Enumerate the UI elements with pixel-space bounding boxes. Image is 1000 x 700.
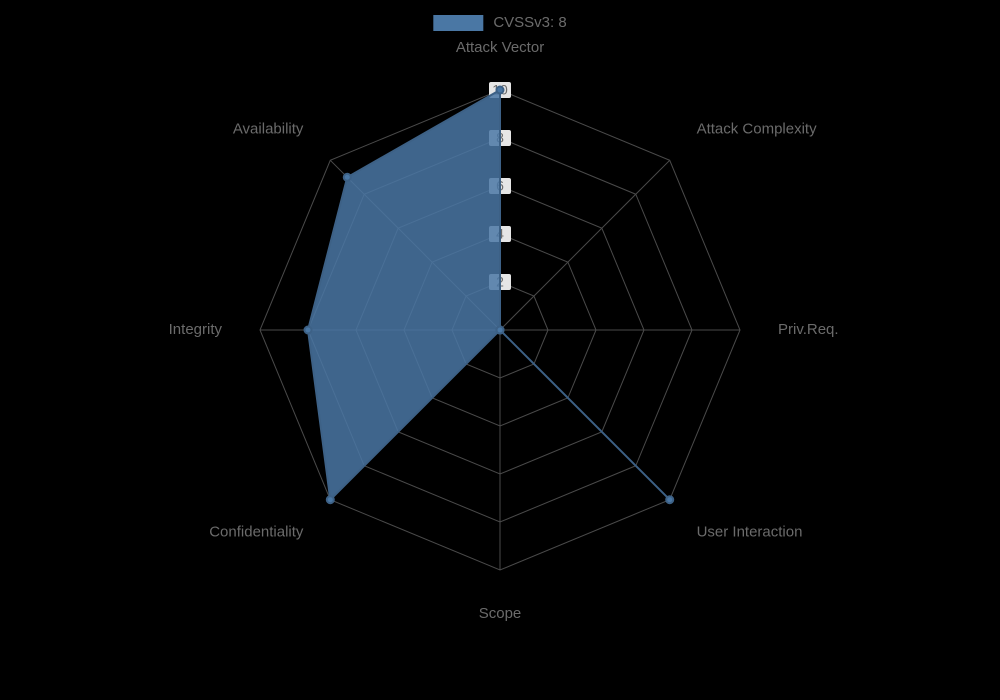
data-point	[497, 327, 504, 334]
axis-label: Priv.Req.	[778, 321, 839, 338]
data-point	[327, 496, 334, 503]
axis-label: User Interaction	[697, 524, 803, 541]
radar-chart-svg: 246810Attack VectorAttack ComplexityPriv…	[0, 0, 1000, 700]
data-point	[666, 496, 673, 503]
data-point	[344, 174, 351, 181]
grid-spoke	[500, 160, 670, 330]
axis-label: Scope	[479, 605, 522, 622]
data-point	[497, 87, 504, 94]
radar-chart-container: CVSSv3: 8 246810Attack VectorAttack Comp…	[0, 0, 1000, 700]
data-polygon	[308, 90, 670, 500]
axis-label: Attack Vector	[456, 39, 544, 56]
data-point	[305, 327, 312, 334]
axis-label: Attack Complexity	[697, 120, 818, 137]
axis-label: Confidentiality	[209, 524, 304, 541]
axis-label: Availability	[233, 120, 304, 137]
axis-label: Integrity	[169, 321, 223, 338]
